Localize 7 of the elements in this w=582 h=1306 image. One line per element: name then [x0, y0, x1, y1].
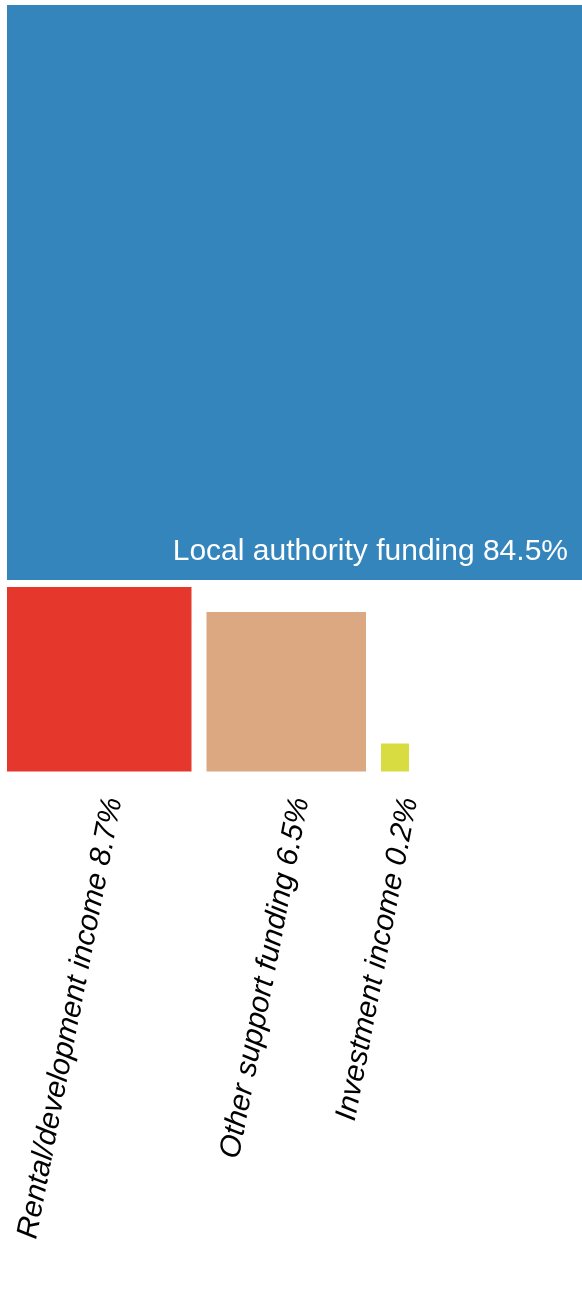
data-label: 6.5% [268, 794, 315, 868]
data-label: 8.7% [82, 794, 128, 868]
data-label: 0.2% [377, 794, 424, 868]
category-label: Investment income [328, 869, 409, 1124]
category-label: Local authority funding [172, 532, 475, 566]
data-label: 84.5% [482, 532, 568, 566]
category-label: Other support funding [211, 869, 300, 1161]
